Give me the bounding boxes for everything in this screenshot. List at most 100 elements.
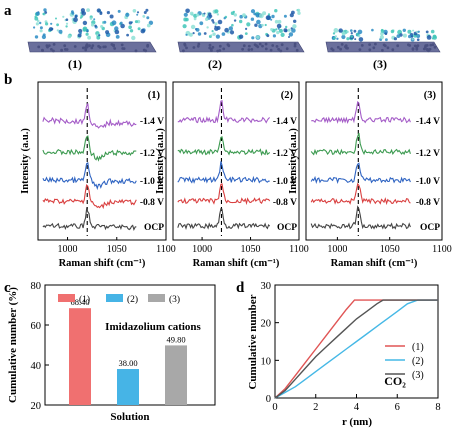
- slab-atom: [146, 44, 150, 48]
- slab-atom: [428, 47, 432, 51]
- molecule-atom: [34, 35, 39, 39]
- molecule-atom: [224, 27, 229, 33]
- molecule-atom: [67, 34, 72, 39]
- slab-atom: [63, 44, 67, 48]
- slab-atom: [280, 43, 284, 47]
- slab-atom: [197, 42, 201, 46]
- x-tick-label: 1050: [107, 244, 127, 255]
- molecule-atom: [242, 13, 246, 18]
- series-line: [274, 299, 438, 399]
- molecule-atom: [48, 27, 53, 32]
- molecule-atom: [417, 30, 420, 33]
- spectrum-line: [177, 161, 270, 184]
- slab-atom: [429, 43, 433, 47]
- potential-label: -1.0 V: [273, 177, 297, 187]
- x-tick-label: 8: [435, 402, 440, 413]
- slab-atom: [374, 42, 377, 46]
- molecule-atom: [284, 29, 288, 33]
- molecule-atom: [341, 31, 346, 36]
- molecule-atom: [267, 13, 271, 16]
- slab-atom: [424, 44, 428, 48]
- molecule-atom: [256, 35, 260, 39]
- legend-label: (2): [412, 356, 424, 367]
- molecule-atom: [212, 21, 215, 24]
- molecule-atom: [79, 16, 82, 19]
- molecule-atom: [211, 30, 214, 33]
- slab-atom: [216, 49, 220, 53]
- molecule-atom: [90, 23, 95, 27]
- molecule-atom: [256, 19, 261, 25]
- spectrum-line: [42, 161, 137, 191]
- molecule-atom: [426, 35, 432, 40]
- molecule-atom: [357, 29, 363, 35]
- y-tick-label: 20: [31, 401, 42, 412]
- slab-atom: [85, 43, 89, 46]
- slab-atom: [50, 48, 53, 51]
- molecule-atom: [125, 12, 130, 17]
- subplot-label: (2): [281, 90, 294, 101]
- molecule-atom: [119, 21, 123, 25]
- molecule-atom: [89, 17, 93, 20]
- slab-atom: [386, 46, 390, 50]
- molecule-atom: [266, 34, 270, 38]
- molecule-atom: [98, 34, 101, 37]
- molecule-atom: [416, 38, 420, 41]
- molecule-atom: [353, 29, 357, 33]
- slab-atom: [90, 46, 94, 50]
- potential-label: -0.8 V: [140, 198, 164, 208]
- slab-atom: [277, 47, 280, 51]
- molecule-atom: [412, 29, 415, 32]
- legend-label: (1): [79, 294, 90, 305]
- slab-atom: [142, 48, 146, 52]
- slab-atom: [261, 44, 264, 48]
- slab-atom: [264, 47, 268, 51]
- molecule-atom: [297, 11, 301, 15]
- molecule-atom: [205, 17, 209, 21]
- spectrum-line: [177, 99, 271, 124]
- molecule-atom: [192, 31, 195, 35]
- slab-atom: [368, 48, 372, 52]
- molecule-atom: [255, 13, 260, 18]
- bar-value-label: 38.00: [118, 358, 137, 368]
- slab-atom: [269, 48, 273, 52]
- molecule-atom: [41, 34, 47, 40]
- slab-atom: [81, 46, 85, 50]
- molecule-atom: [270, 28, 274, 31]
- slab-atom: [84, 48, 88, 52]
- molecule-atom: [283, 14, 287, 18]
- slab-atom: [340, 43, 344, 46]
- slab-atom: [192, 46, 196, 49]
- slab-atom: [271, 44, 275, 47]
- slab-atom: [112, 44, 115, 48]
- molecule-atom: [276, 30, 280, 35]
- molecule-atom: [410, 35, 414, 38]
- molecule-atom: [73, 17, 78, 23]
- molecule-atom: [86, 8, 90, 13]
- molecule-atom: [264, 23, 267, 27]
- molecule-atom: [338, 28, 343, 33]
- snapshot-2: [177, 8, 305, 53]
- spectrum-line: [42, 103, 137, 129]
- slab-atom: [85, 45, 89, 49]
- y-tick-label: 80: [31, 281, 42, 292]
- molecule-atom: [390, 29, 395, 34]
- x-tick-label: 1100: [156, 244, 176, 255]
- slab-atom: [382, 43, 386, 47]
- slab-atom: [113, 47, 117, 50]
- molecule-atom: [354, 38, 357, 41]
- potential-label: -1.0 V: [416, 177, 440, 187]
- slab-atom: [41, 49, 44, 52]
- molecule-atom: [350, 31, 353, 35]
- molecule-atom: [239, 14, 243, 19]
- molecule-atom: [183, 12, 188, 17]
- slab-atom: [218, 49, 222, 52]
- molecule-atom: [223, 17, 226, 20]
- slab-atom: [47, 44, 51, 47]
- slab-atom: [279, 49, 283, 53]
- molecule-atom: [214, 22, 218, 26]
- molecule-atom: [114, 29, 120, 35]
- molecule-atom: [208, 12, 212, 16]
- molecule-atom: [82, 20, 88, 26]
- molecule-atom: [105, 30, 110, 35]
